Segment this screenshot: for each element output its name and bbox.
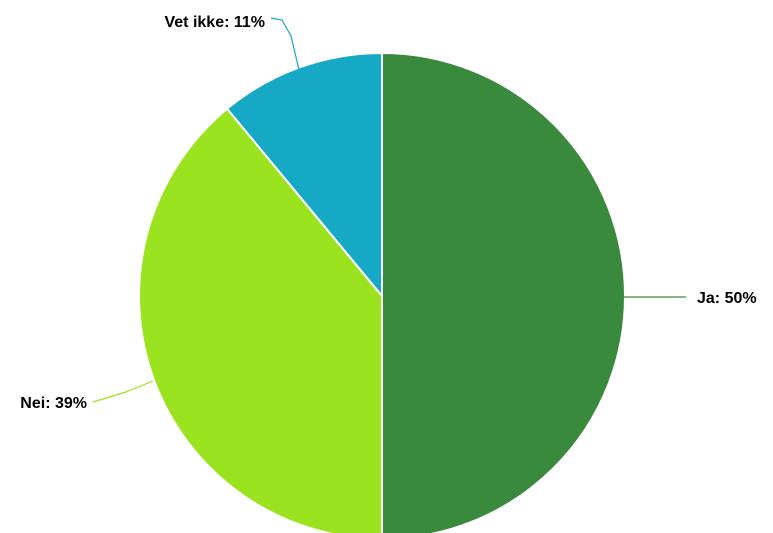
labels-layer: Ja: 50% Nei: 39% Vet ikke: 11%	[20, 14, 756, 412]
pie-slice-ja[interactable]	[381, 52, 626, 533]
pie-slice-vet-ikke[interactable]	[226, 52, 383, 297]
slice-label-nei: Nei: 39%	[20, 395, 87, 412]
pie-slice-nei[interactable]	[138, 107, 383, 533]
connector-vet-ikke	[270, 17, 300, 71]
connector-nei	[92, 380, 154, 403]
slice-label-ja: Ja: 50%	[697, 290, 757, 307]
connectors-layer	[92, 17, 686, 403]
slices-layer	[138, 52, 626, 533]
slice-label-vet-ikke: Vet ikke: 11%	[164, 14, 265, 31]
